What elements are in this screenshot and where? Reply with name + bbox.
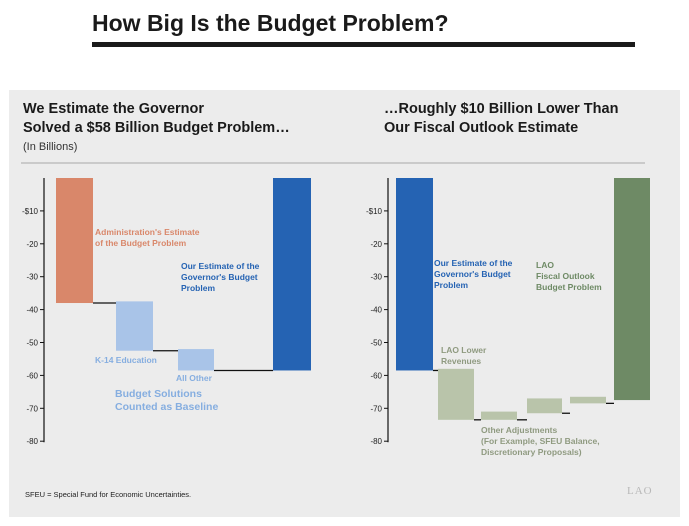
- k14-education-label: K-14 Education: [95, 355, 157, 365]
- left-title-line-1: We Estimate the Governor: [23, 101, 204, 117]
- right-title-line-1: …Roughly $10 Billion Lower Than: [384, 101, 618, 117]
- footnote: SFEU = Special Fund for Economic Uncerta…: [25, 490, 191, 499]
- right-bars: [396, 178, 650, 420]
- lao-fiscal-outlook-label: LAO Fiscal Outlook Budget Problem: [536, 260, 602, 292]
- bar-lao-fiscal-outlook: [614, 178, 650, 401]
- chart-panel: We Estimate the Governor Solved a $58 Bi…: [9, 90, 680, 517]
- y-tick-label: -40: [26, 306, 38, 315]
- y-tick-label: -60: [370, 371, 382, 380]
- admin-estimate-label: Administration's Estimate of the Budget …: [95, 227, 202, 248]
- y-tick-label: -60: [26, 371, 38, 380]
- y-tick-label: -50: [370, 339, 382, 348]
- y-tick-label: -30: [370, 273, 382, 282]
- bar-all-other: [178, 349, 214, 371]
- bar-our-estimate: [396, 178, 433, 371]
- lao-lower-revenues-label: LAO Lower Revenues: [441, 345, 489, 366]
- lao-logo: LAO: [627, 485, 653, 497]
- our-estimate-label-left: Our Estimate of the Governor's Budget Pr…: [181, 261, 262, 293]
- our-estimate-label-right: Our Estimate of the Governor's Budget Pr…: [434, 258, 515, 290]
- bar-adjustment-1: [481, 411, 517, 420]
- left-subtitle: (In Billions): [23, 141, 77, 153]
- y-tick-label: -80: [370, 437, 382, 446]
- bar-lao-lower-revenues: [438, 368, 474, 420]
- bar-our-estimate: [273, 178, 311, 371]
- bar-adjustment-3: [570, 396, 606, 404]
- all-other-label: All Other: [176, 373, 213, 383]
- y-tick-label: -70: [370, 404, 382, 413]
- right-title-line-2: Our Fiscal Outlook Estimate: [384, 120, 578, 136]
- bar-k14-education: [116, 301, 153, 351]
- title-rule: [92, 42, 635, 47]
- page-title: How Big Is the Budget Problem?: [92, 10, 449, 36]
- y-tick-label: -40: [370, 306, 382, 315]
- y-tick-label: -$10: [366, 207, 383, 216]
- bar-admin-estimate: [56, 178, 93, 304]
- y-tick-label: -80: [26, 437, 38, 446]
- left-axis: -$10 -20 -30 -40 -50 -60 -70 -80: [22, 178, 45, 446]
- budget-solutions-label: Budget Solutions Counted as Baseline: [115, 388, 218, 413]
- y-tick-label: -30: [26, 273, 38, 282]
- other-adjustments-label: Other Adjustments (For Example, SFEU Bal…: [481, 425, 602, 457]
- y-tick-label: -$10: [22, 207, 39, 216]
- left-connectors: [93, 302, 273, 372]
- y-tick-label: -50: [26, 339, 38, 348]
- bar-adjustment-2: [527, 398, 562, 414]
- charts-svg: We Estimate the Governor Solved a $58 Bi…: [21, 101, 653, 499]
- y-tick-label: -20: [26, 240, 38, 249]
- right-connectors: [433, 369, 614, 421]
- right-axis: -$10 -20 -30 -40 -50 -60 -70 -80: [366, 178, 389, 446]
- left-title-line-2: Solved a $58 Billion Budget Problem…: [23, 120, 290, 136]
- left-bars: [56, 178, 311, 371]
- y-tick-label: -70: [26, 404, 38, 413]
- y-tick-label: -20: [370, 240, 382, 249]
